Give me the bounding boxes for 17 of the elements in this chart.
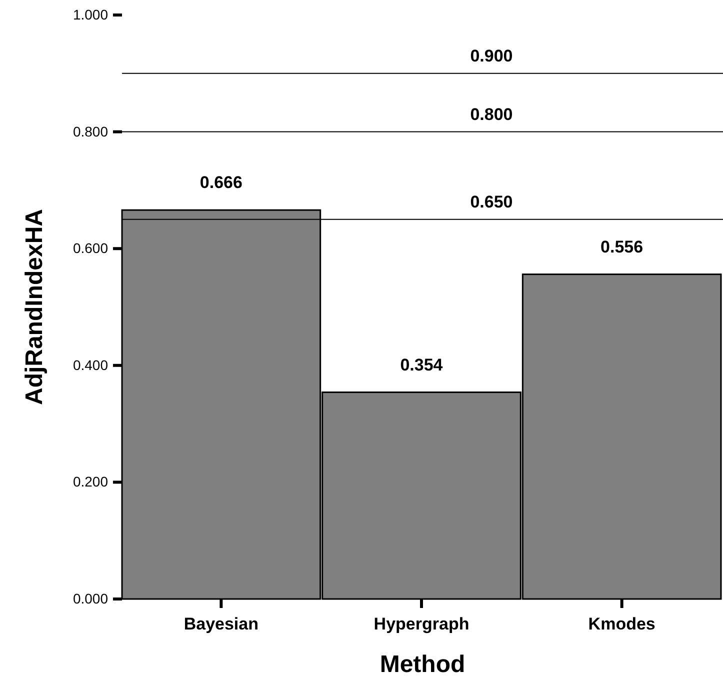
ref-line-label: 0.900	[470, 46, 513, 66]
y-tick-label: 0.600	[72, 240, 108, 256]
x-tick-label: Bayesian	[184, 614, 258, 634]
y-tick-label: 0.000	[72, 590, 108, 606]
x-tick-label: Kmodes	[588, 614, 656, 634]
x-tick-label: Hypergraph	[374, 614, 470, 634]
data-label: 0.556	[600, 237, 644, 256]
y-tick-label: 1.000	[72, 6, 108, 22]
y-tick-label: 0.800	[72, 123, 108, 140]
data-label: 0.666	[200, 173, 242, 192]
x-axis-title: Method	[380, 651, 466, 678]
y-axis-title: AdjRandIndexHA	[21, 208, 48, 406]
y-tick-label: 0.400	[72, 356, 108, 373]
ref-line-label: 0.800	[470, 104, 513, 124]
y-tick-label: 0.200	[72, 474, 108, 490]
ref-line-label: 0.650	[470, 192, 513, 212]
data-label: 0.354	[400, 355, 444, 374]
